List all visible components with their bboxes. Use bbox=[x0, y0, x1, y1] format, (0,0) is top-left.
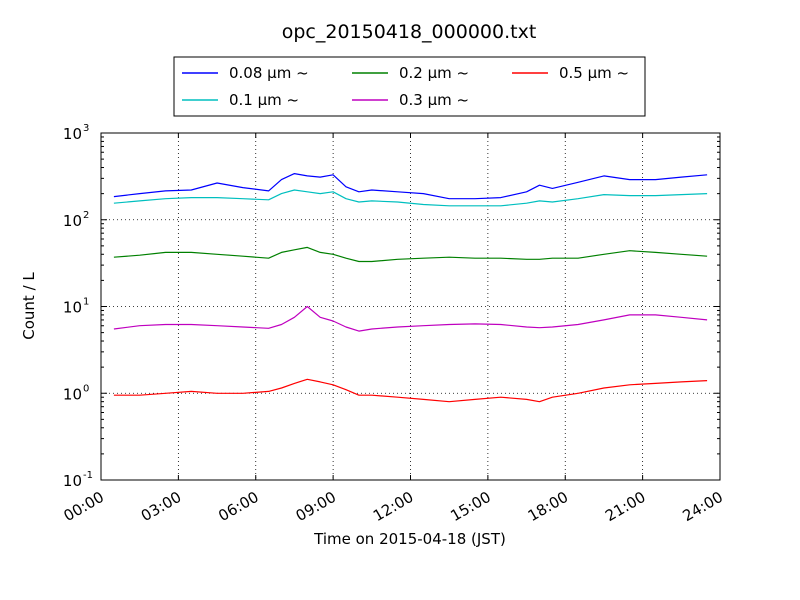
series-0-2um-line bbox=[113, 246, 708, 263]
series-0-3um-line bbox=[113, 305, 708, 332]
y-axis-label: Count / L bbox=[20, 272, 38, 340]
y-tick-label: 10 bbox=[63, 299, 82, 317]
legend: 0.08 μm ~ 0.2 μm ~ 0.5 μm ~ 0.1 μm ~ 0.3 μm … bbox=[173, 56, 646, 117]
y-tick-exponent: 1 bbox=[83, 297, 89, 308]
x-axis-label: Time on 2015-04-18 (JST) bbox=[313, 530, 506, 548]
series-layer bbox=[113, 173, 708, 403]
legend-label: 0.08 μm ~ bbox=[229, 64, 309, 82]
y-tick-exponent: -1 bbox=[83, 470, 93, 481]
series-0-1um-line bbox=[113, 189, 708, 207]
y-tick-label: 10 bbox=[63, 385, 82, 403]
legend-label: 0.1 μm ~ bbox=[229, 91, 299, 109]
legend-label: 0.2 μm ~ bbox=[399, 64, 469, 82]
chart-title: opc_20150418_000000.txt bbox=[282, 21, 537, 43]
legend-box bbox=[173, 56, 646, 117]
series-0-5um-line bbox=[113, 378, 708, 403]
y-tick-exponent: 3 bbox=[83, 123, 89, 134]
legend-label: 0.5 μm ~ bbox=[559, 64, 629, 82]
y-tick-exponent: 0 bbox=[83, 383, 89, 394]
series-0-08um-line bbox=[113, 173, 708, 200]
y-tick-label: 10 bbox=[63, 472, 82, 490]
legend-label: 0.3 μm ~ bbox=[399, 91, 469, 109]
y-tick-label: 10 bbox=[63, 125, 82, 143]
y-tick-label: 10 bbox=[63, 212, 82, 230]
y-tick-exponent: 2 bbox=[83, 210, 89, 221]
